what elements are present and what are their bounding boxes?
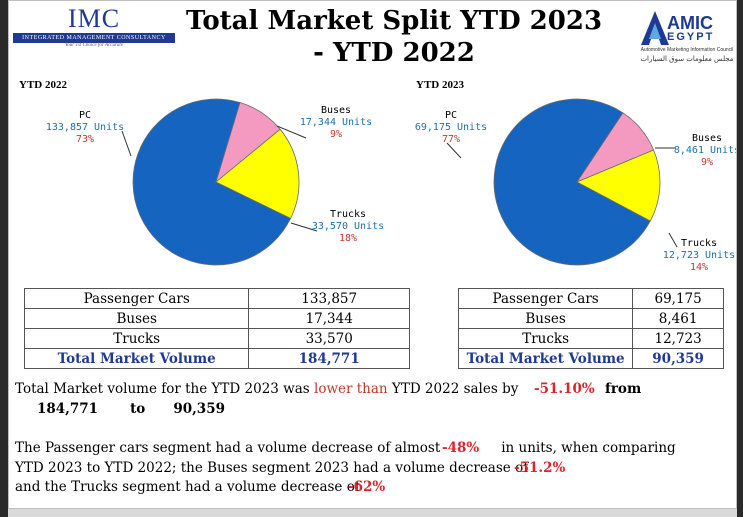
trucks-decrease-pct-group: -62% (348, 479, 385, 495)
leader-line-trucks-2022 (290, 222, 318, 232)
amic-logo-subtitle: Automotive Marketing Information Council (640, 47, 734, 53)
leader-line-trucks-2023 (668, 232, 678, 248)
volume-table-2023: Passenger Cars 69,175 Buses 8,461 Trucks 12,7… (457, 288, 724, 369)
table-row: Passenger Cars 133,857 (23, 288, 410, 309)
data-label-pc-pct-2023: 77% (442, 134, 460, 145)
table-row: Total Market Volume 184,771 (23, 348, 410, 369)
amic-logo-word: AMIC (667, 13, 713, 33)
data-label-pc-units-2023: 69,175 Units (415, 122, 487, 133)
data-label-trucks-pct-2023: 14% (690, 262, 708, 273)
table-row: Passenger Cars 69,175 (457, 288, 724, 309)
pc-decrease-pct: -48% (442, 440, 480, 456)
data-label-trucks-pct-2022: 18% (339, 233, 357, 244)
data-label-pc-name-2023: PC (445, 110, 457, 121)
segment-cell-trucks-2023: Trucks (457, 328, 634, 349)
table-row: Buses 8,461 (457, 308, 724, 329)
imc-logo: IMC INTEGRATED MANAGEMENT CONSULTANCY Yo… (13, 5, 175, 48)
data-label-trucks-units-2023: 12,723 Units (663, 250, 735, 261)
data-label-trucks-name-2023: Trucks (681, 238, 717, 249)
data-label-buses-name-2022: Buses (321, 105, 351, 116)
data-label-buses-pct-2022: 9% (330, 129, 342, 140)
page-title: Total Market Split YTD 2023 - YTD 2022 (179, 5, 609, 69)
imc-logo-tagline: Your 1st Choice for Accurate (64, 43, 124, 48)
data-label-buses-units-2022: 17,344 Units (300, 117, 372, 128)
volume-cell-passenger-cars-2022: 133,857 (248, 288, 410, 309)
volume-cell-buses-2022: 17,344 (248, 308, 410, 329)
chart-title-2022: YTD 2022 (19, 79, 67, 91)
summary-paragraph-2-line-3: and the Trucks segment had a volume decr… (15, 479, 360, 495)
table-row: Total Market Volume 90,359 (457, 348, 724, 369)
total-decrease-pct: -51.10% (534, 381, 595, 397)
table-row: Buses 17,344 (23, 308, 410, 329)
buses-decrease-pct-group: -51.2% (514, 460, 565, 476)
summary-text: YTD 2023 to YTD 2022; the Buses segment … (15, 460, 529, 476)
segment-cell-trucks-2022: Trucks (23, 328, 250, 349)
data-label-buses-units-2023: 8,461 Units (674, 145, 737, 156)
pie-slice-trucks-2023 (576, 149, 661, 222)
segment-cell-total-market-volume-2022: Total Market Volume (23, 348, 250, 369)
data-label-buses-pct-2023: 9% (701, 157, 713, 168)
volume-cell-trucks-2022: 33,570 (248, 328, 410, 349)
title-line-2: - YTD 2022 (313, 38, 475, 68)
data-label-pc-name-2022: PC (79, 110, 91, 121)
volume-cell-passenger-cars-2023: 69,175 (632, 288, 724, 309)
summary-text: and the Trucks segment had a volume decr… (15, 479, 360, 495)
data-label-trucks-name-2022: Trucks (330, 209, 366, 220)
segment-cell-buses-2022: Buses (23, 308, 250, 329)
data-label-pc-units-2022: 133,857 Units (46, 122, 124, 133)
slide: IMC INTEGRATED MANAGEMENT CONSULTANCY Yo… (8, 0, 737, 509)
summary-from: from (605, 381, 642, 397)
summary-paragraph-2-line-1: The Passenger cars segment had a volume … (15, 440, 440, 456)
data-label-pc-pct-2022: 73% (76, 134, 94, 145)
summary-to: to (130, 401, 146, 417)
pie-slice-pc-2023 (493, 98, 651, 266)
table-row: Trucks 33,570 (23, 328, 410, 349)
buses-decrease-pct: -51.2% (514, 460, 566, 476)
segment-cell-buses-2023: Buses (457, 308, 634, 329)
summary-paragraph-1-values: 184,771 to 90,359 (37, 401, 225, 417)
volume-cell-buses-2023: 8,461 (632, 308, 724, 329)
trucks-decrease-pct: -62% (348, 479, 386, 495)
bottom-strip (8, 509, 737, 517)
amic-logo: AMIC EGYPT Automotive Marketing Informat… (637, 7, 736, 69)
imc-logo-bar: INTEGRATED MANAGEMENT CONSULTANCY (13, 33, 175, 43)
volume-cell-total-market-volume-2023: 90,359 (632, 348, 724, 369)
volume-cell-total-market-volume-2022: 184,771 (248, 348, 410, 369)
chart-title-2023: YTD 2023 (416, 79, 464, 91)
volume-table-2022: Passenger Cars 133,857 Buses 17,344 Trucks 33… (23, 288, 410, 369)
total-2023-value: 90,359 (173, 401, 225, 417)
summary-paragraph-1-line-1: Total Market volume for the YTD 2023 was… (15, 381, 518, 397)
leader-line-pc-2022 (121, 130, 132, 157)
summary-text: Total Market volume for the YTD 2023 was (15, 381, 314, 397)
amic-logo-country: EGYPT (667, 31, 715, 43)
segment-cell-passenger-cars-2022: Passenger Cars (23, 288, 250, 309)
amic-logo-icon (641, 11, 669, 45)
data-label-buses-name-2023: Buses (692, 133, 722, 144)
leader-line-pc-2023 (446, 142, 462, 159)
data-label-trucks-units-2022: 33,570 Units (312, 221, 384, 232)
imc-logo-text: IMC (67, 4, 121, 33)
pie-slice-pc-2022 (132, 98, 292, 266)
summary-text: The Passenger cars segment had a volume … (15, 440, 441, 456)
segment-cell-total-market-volume-2023: Total Market Volume (457, 348, 634, 369)
summary-text: YTD 2022 sales by (387, 381, 519, 397)
summary-text: in units, when comparing (501, 440, 676, 456)
summary-lower-than: lower than (314, 381, 388, 397)
total-2022-value: 184,771 (37, 401, 99, 417)
pie-slice-trucks-2022 (215, 128, 300, 219)
volume-cell-trucks-2023: 12,723 (632, 328, 724, 349)
leader-line-buses-2022 (276, 125, 307, 139)
title-line-1: Total Market Split YTD 2023 (185, 6, 603, 36)
segment-cell-passenger-cars-2023: Passenger Cars (457, 288, 634, 309)
amic-logo-arabic: مجلس معلومات سوق السيارات (640, 55, 734, 63)
summary-paragraph-2-line-2: YTD 2023 to YTD 2022; the Buses segment … (15, 460, 528, 476)
table-row: Trucks 12,723 (457, 328, 724, 349)
pc-decrease-pct-group: -48% in units, when comparing (442, 440, 676, 456)
summary-paragraph-1-pct: -51.10% from (534, 381, 641, 397)
